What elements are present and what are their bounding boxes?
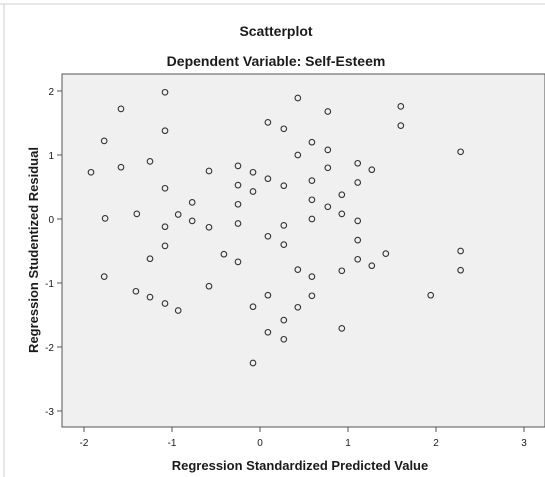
plot-area bbox=[61, 73, 545, 428]
chart-subtitle: Dependent Variable: Self-Esteem bbox=[167, 53, 386, 69]
scatter-point bbox=[338, 267, 346, 275]
scatter-point bbox=[249, 168, 257, 176]
scatter-point bbox=[161, 127, 169, 135]
scatter-point bbox=[308, 196, 316, 204]
scatter-point bbox=[294, 94, 302, 102]
scatter-point bbox=[280, 241, 288, 248]
scatter-point bbox=[264, 291, 272, 299]
scatter-point bbox=[354, 217, 362, 225]
y-tick-label: 0 bbox=[48, 215, 54, 226]
scatter-point bbox=[338, 210, 346, 218]
scatter-point bbox=[220, 250, 228, 258]
scatter-point bbox=[354, 236, 362, 244]
scatter-point bbox=[294, 151, 302, 159]
scatter-point bbox=[249, 303, 257, 311]
scatter-point bbox=[205, 167, 213, 175]
scatter-point bbox=[397, 122, 405, 129]
x-axis: -2 -1 0 1 2 3 bbox=[80, 427, 527, 449]
scatter-point bbox=[100, 273, 108, 280]
scatter-point bbox=[338, 191, 346, 199]
scatter-point bbox=[324, 146, 332, 154]
x-tick-label: -2 bbox=[80, 438, 89, 449]
scatter-point bbox=[294, 266, 302, 273]
x-tick-label: 3 bbox=[521, 438, 527, 449]
y-tick-label: -1 bbox=[45, 279, 54, 290]
scatter-point bbox=[397, 103, 405, 110]
scatter-point bbox=[146, 255, 154, 263]
scatter-point bbox=[205, 223, 213, 231]
scatter-point bbox=[117, 163, 125, 171]
scatter-point bbox=[324, 203, 332, 211]
scatter-point bbox=[188, 217, 196, 225]
scatter-point bbox=[234, 181, 242, 189]
scatter-point bbox=[174, 307, 182, 314]
scatter-point bbox=[324, 164, 332, 172]
scatter-point bbox=[249, 188, 257, 195]
y-tick-label: 1 bbox=[48, 151, 54, 162]
scatter-point bbox=[132, 287, 140, 295]
scatter-point bbox=[264, 119, 272, 126]
y-axis: 2 1 0 -1 -2 -3 bbox=[45, 87, 62, 418]
x-tick-label: 2 bbox=[433, 438, 439, 449]
chart-title: Scatterplot bbox=[239, 23, 312, 39]
scatter-point bbox=[234, 162, 242, 170]
data-points bbox=[87, 88, 464, 367]
scatter-point bbox=[338, 325, 346, 332]
scatter-point bbox=[308, 138, 316, 146]
y-tick-label: -3 bbox=[45, 407, 54, 418]
x-tick-label: 0 bbox=[257, 438, 263, 449]
scatter-point bbox=[234, 220, 242, 227]
scatter-point bbox=[161, 300, 169, 307]
scatter-point bbox=[264, 328, 272, 336]
scatter-point bbox=[234, 200, 242, 208]
scatter-point bbox=[234, 258, 242, 266]
scatter-point bbox=[101, 215, 109, 222]
y-tick-label: -2 bbox=[45, 343, 54, 354]
scatter-point bbox=[382, 250, 390, 257]
scatter-point bbox=[100, 137, 108, 145]
scatter-point bbox=[117, 105, 125, 113]
scatter-point bbox=[133, 210, 141, 218]
scatter-point bbox=[280, 316, 288, 324]
scatter-point bbox=[174, 211, 182, 218]
scatter-point bbox=[161, 88, 169, 96]
scatter-point bbox=[280, 182, 288, 190]
scatter-point bbox=[161, 184, 169, 192]
scatter-point bbox=[354, 159, 362, 167]
scatter-point bbox=[457, 266, 464, 274]
scatter-point bbox=[280, 125, 288, 133]
scatter-point bbox=[146, 293, 154, 301]
scatter-point bbox=[368, 166, 376, 174]
x-axis-label: Regression Standardized Predicted Value bbox=[172, 458, 428, 473]
scatter-point bbox=[427, 291, 435, 299]
scatter-point bbox=[308, 215, 316, 223]
scatter-point bbox=[264, 175, 272, 183]
scatter-point bbox=[324, 108, 332, 115]
scatter-point bbox=[249, 359, 257, 367]
y-tick-label: 2 bbox=[48, 87, 54, 98]
scatter-point bbox=[457, 148, 464, 156]
scatter-point bbox=[161, 242, 169, 250]
scatter-point bbox=[161, 223, 169, 231]
y-axis-label: Regression Studentized Residual bbox=[26, 147, 41, 353]
scatter-point bbox=[308, 177, 316, 184]
scatter-point bbox=[264, 232, 272, 240]
x-tick-label: 1 bbox=[345, 438, 351, 449]
scatter-point bbox=[280, 335, 288, 343]
scatter-point bbox=[354, 255, 362, 263]
scatter-point bbox=[205, 282, 213, 290]
scatter-point bbox=[188, 199, 196, 206]
scatter-point bbox=[457, 247, 464, 255]
scatter-point bbox=[146, 158, 154, 165]
scatter-point bbox=[308, 292, 316, 300]
scatter-point bbox=[354, 179, 362, 186]
scatter-point bbox=[87, 168, 95, 176]
scatter-point bbox=[280, 222, 288, 229]
scatter-point bbox=[308, 273, 316, 280]
scatter-point bbox=[294, 303, 302, 311]
scatter-point bbox=[368, 262, 376, 270]
x-tick-label: -1 bbox=[168, 438, 177, 449]
